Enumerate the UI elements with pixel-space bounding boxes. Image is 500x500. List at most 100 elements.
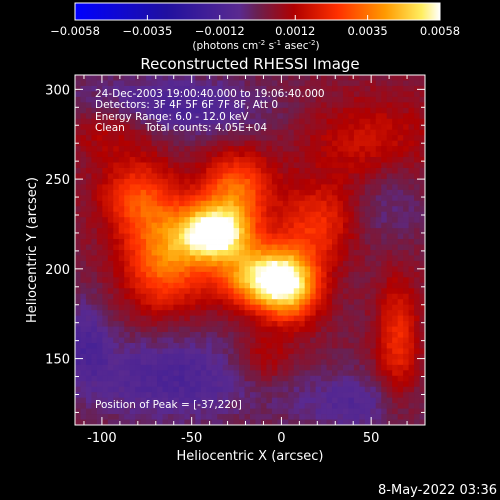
heatmap-cell [386, 337, 393, 344]
heatmap-cell [271, 129, 278, 136]
heatmap-cell [151, 157, 158, 163]
heatmap-cell [75, 277, 81, 284]
heatmap-cell [178, 85, 185, 92]
heatmap-cell [414, 107, 420, 114]
heatmap-cell [96, 332, 103, 338]
heatmap-cell [228, 310, 234, 317]
heatmap-cell [293, 129, 300, 136]
heatmap-cell [189, 260, 196, 267]
heatmap-cell [408, 370, 415, 377]
heatmap-cell [419, 80, 426, 87]
heatmap-cell [304, 326, 311, 333]
heatmap-cell [211, 239, 218, 245]
heatmap-cell [332, 370, 338, 377]
heatmap-cell [157, 386, 163, 393]
heatmap-cell [96, 381, 103, 388]
heatmap-cell [107, 211, 114, 218]
heatmap-cell [233, 342, 240, 349]
heatmap-cell [189, 151, 196, 158]
heatmap-cell [304, 80, 311, 87]
heatmap-cell [370, 260, 377, 267]
heatmap-cell [337, 178, 344, 185]
heatmap-cell [211, 392, 218, 399]
heatmap-cell [353, 195, 360, 202]
heatmap-cell [364, 414, 371, 420]
heatmap-cell [414, 271, 420, 278]
heatmap-cell [85, 419, 92, 426]
heatmap-cell [140, 288, 147, 295]
heatmap-cell [266, 107, 273, 114]
heatmap-cell [266, 85, 273, 92]
heatmap-cell [75, 288, 81, 295]
heatmap-cell [299, 364, 306, 371]
heatmap-cell [250, 157, 256, 163]
heatmap-cell [332, 392, 338, 399]
heatmap-cell [293, 370, 300, 377]
heatmap-cell [332, 342, 338, 349]
heatmap-cell [282, 217, 289, 224]
heatmap-cell [107, 217, 114, 224]
heatmap-cell [135, 206, 142, 213]
heatmap-cell [299, 124, 306, 131]
heatmap-cell [206, 222, 213, 229]
heatmap-cell [107, 403, 114, 409]
heatmap-cell [342, 342, 349, 349]
heatmap-cell [408, 255, 415, 262]
heatmap-cell [386, 419, 393, 426]
heatmap-cell [315, 381, 322, 388]
heatmap-cell [102, 151, 109, 158]
heatmap-cell [386, 414, 393, 420]
heatmap-cell [167, 189, 174, 196]
heatmap-cell [162, 332, 169, 338]
heatmap-cell [173, 277, 180, 284]
heatmap-cell [129, 157, 136, 163]
heatmap-cell [408, 271, 415, 278]
heatmap-cell [178, 233, 185, 240]
heatmap-cell [96, 414, 103, 420]
heatmap-cell [392, 233, 399, 240]
heatmap-cell [85, 118, 92, 125]
heatmap-cell [321, 271, 327, 278]
heatmap-cell [135, 80, 142, 87]
heatmap-cell [364, 85, 371, 92]
heatmap-cell [260, 348, 267, 355]
heatmap-cell [282, 146, 289, 152]
heatmap-cell [140, 299, 147, 306]
heatmap-cell [80, 359, 87, 366]
heatmap-cell [408, 288, 415, 295]
heatmap-cell [392, 250, 399, 256]
heatmap-cell [178, 162, 185, 169]
heatmap-cell [233, 75, 240, 81]
heatmap-cell [102, 118, 109, 125]
heatmap-cell [414, 321, 420, 327]
heatmap-cell [386, 189, 393, 196]
heatmap-cell [222, 271, 229, 278]
heatmap-cell [299, 348, 306, 355]
heatmap-cell [250, 178, 256, 185]
heatmap-cell [75, 321, 81, 327]
heatmap-cell [151, 386, 158, 393]
heatmap-cell [375, 299, 382, 306]
heatmap-cell [91, 151, 98, 158]
heatmap-cell [337, 342, 344, 349]
heatmap-cell [85, 408, 92, 415]
heatmap-cell [403, 102, 409, 109]
heatmap-cell [359, 353, 366, 360]
heatmap-cell [277, 419, 284, 426]
heatmap-cell [282, 381, 289, 388]
heatmap-cell [217, 129, 224, 136]
heatmap-cell [173, 178, 180, 185]
heatmap-cell [200, 233, 207, 240]
heatmap-cell [414, 403, 420, 409]
heatmap-cell [75, 206, 81, 213]
heatmap-cell [403, 189, 409, 196]
heatmap-cell [408, 113, 415, 120]
heatmap-cell [157, 332, 163, 338]
heatmap-cell [348, 255, 355, 262]
heatmap-cell [353, 102, 360, 109]
heatmap-cell [124, 244, 131, 251]
heatmap-cell [167, 135, 174, 142]
heatmap-cell [348, 91, 355, 98]
heatmap-cell [140, 200, 147, 207]
heatmap-cell [189, 392, 196, 399]
